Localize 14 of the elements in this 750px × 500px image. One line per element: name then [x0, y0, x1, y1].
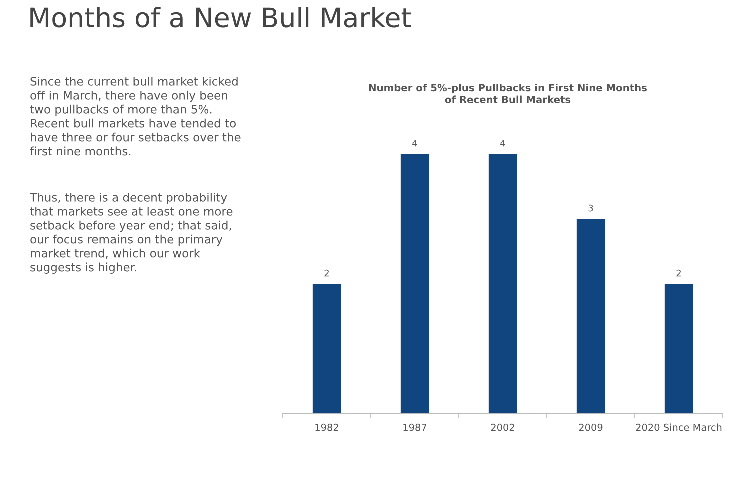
data-label: 2 [676, 270, 681, 277]
text: Thus, there is a decent probability that markets see at least one more setback before year end; that said, our focus remains on the primary market trend, which our work suggests is higher. [30, 193, 233, 274]
x-tick-label: 2020 Since March [636, 424, 722, 432]
text: Since the current bull market kicked off in March, there have only been two pullbacks of more than 5%. Recent bull markets have tended to have three or four setbacks over the first nine months. [30, 77, 241, 156]
x-tick-label: 1987 [404, 424, 427, 432]
x-tick-label: 1982 [316, 424, 338, 432]
chart-subtitle: Number of 5%-plus Pullbacks in First Nine Months of Recent Bull Markets [369, 84, 647, 104]
data-label: 2 [324, 270, 329, 277]
x-tick-label: 2002 [491, 424, 514, 432]
data-label: 4 [500, 140, 506, 147]
x-tick-label: 2009 [579, 424, 603, 432]
data-label: 3 [588, 204, 594, 212]
data-label: 4 [412, 140, 418, 147]
chart-title: Months of a New Bull Market [30, 7, 412, 28]
